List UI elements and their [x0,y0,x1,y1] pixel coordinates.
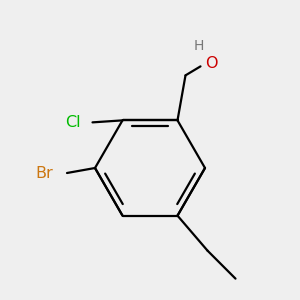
Text: Br: Br [35,166,53,181]
Text: Cl: Cl [65,115,80,130]
Text: H: H [193,39,204,53]
Text: O: O [206,56,218,71]
